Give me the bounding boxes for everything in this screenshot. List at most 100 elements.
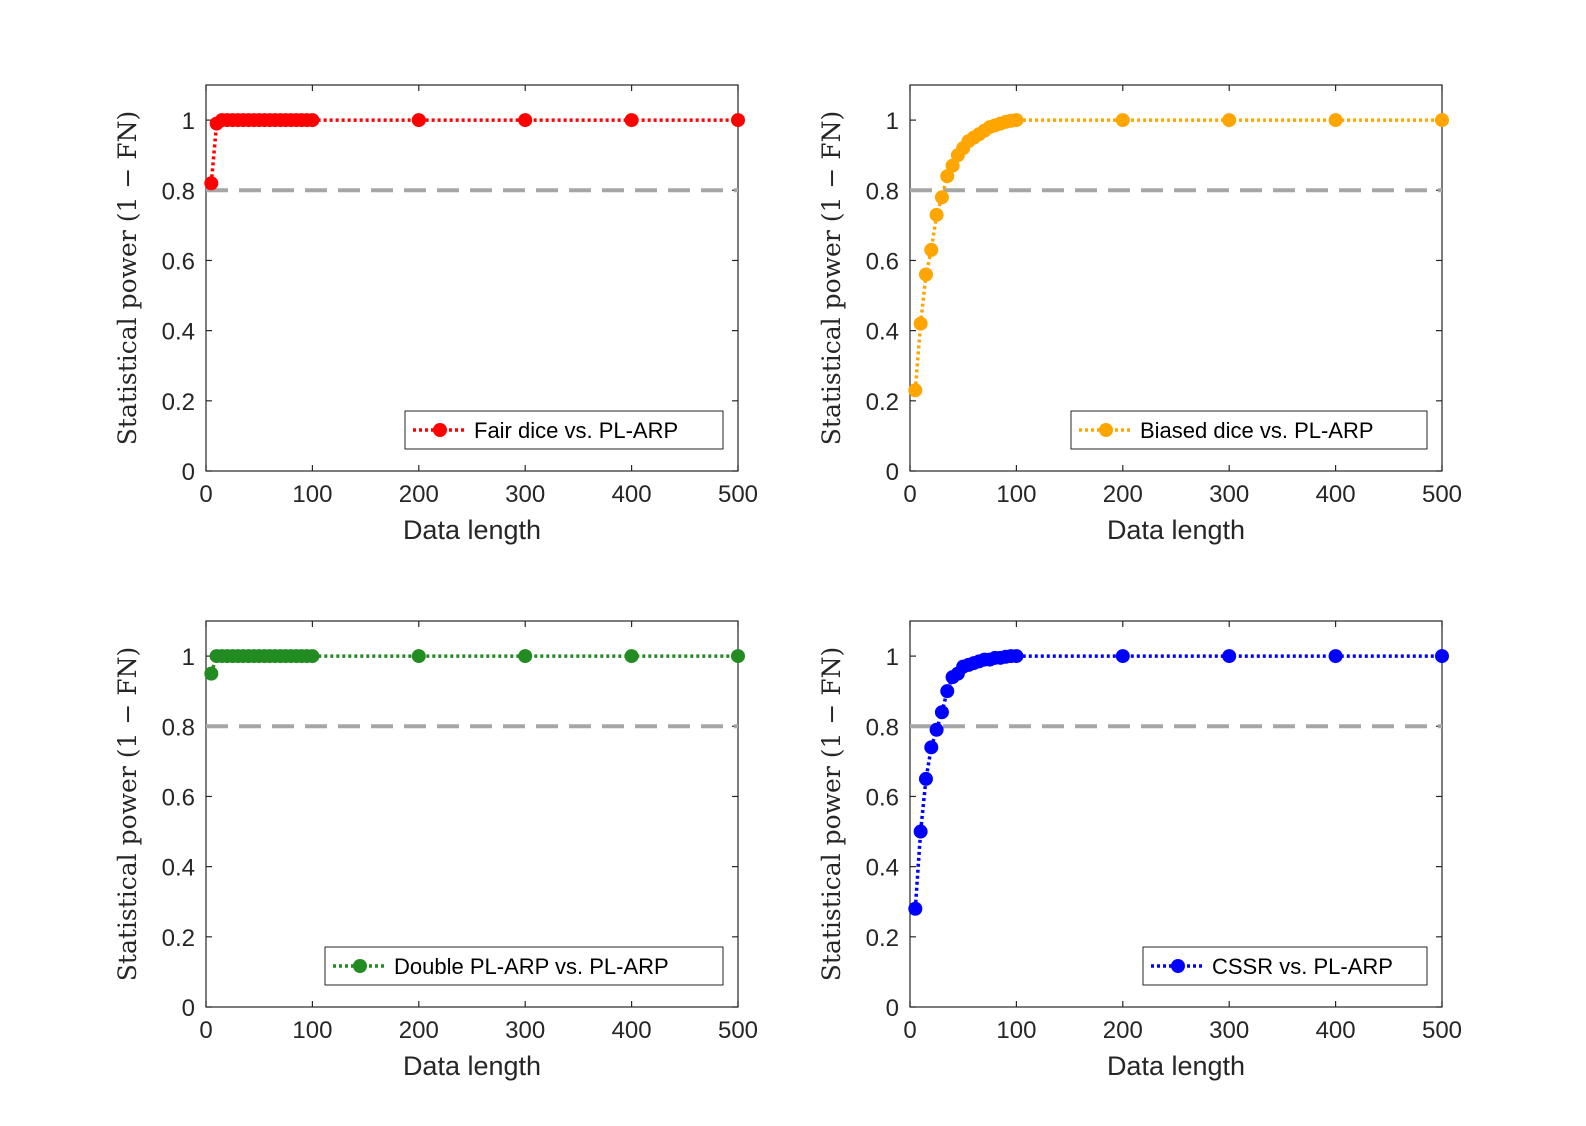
- y-tick-label: 0.4: [866, 855, 899, 882]
- legend-label: Biased dice vs. PL-ARP: [1140, 418, 1374, 443]
- legend-marker: [353, 959, 367, 973]
- axes-box: [205, 84, 739, 472]
- data-point: [1222, 649, 1237, 664]
- x-tick-label: 500: [1422, 481, 1462, 508]
- y-tick-label: 1: [182, 644, 195, 671]
- legend-marker: [433, 423, 447, 437]
- x-tick-label: 400: [1316, 481, 1356, 508]
- data-point: [908, 901, 923, 916]
- y-tick-label: 0.8: [866, 178, 899, 205]
- data-point: [924, 242, 939, 257]
- x-tick-label: 300: [505, 481, 545, 508]
- data-point: [1328, 649, 1343, 664]
- data-point: [929, 207, 944, 222]
- legend-marker: [1099, 423, 1113, 437]
- data-point: [918, 771, 933, 786]
- legend-label: CSSR vs. PL-ARP: [1212, 954, 1393, 979]
- y-tick-label: 0.2: [162, 389, 195, 416]
- y-tick-label: 1: [886, 108, 899, 135]
- y-axis-label: Statistical power (1 − FN): [113, 111, 142, 445]
- y-tick-label: 0: [182, 459, 195, 486]
- legend-label: Double PL-ARP vs. PL-ARP: [394, 954, 669, 979]
- data-point: [518, 649, 533, 664]
- x-tick-label: 200: [1103, 1017, 1143, 1044]
- y-tick-label: 0: [886, 459, 899, 486]
- x-tick-label: 100: [292, 481, 332, 508]
- legend: Double PL-ARP vs. PL-ARP: [324, 946, 724, 986]
- data-point: [1435, 113, 1449, 128]
- x-tick-label: 400: [612, 481, 652, 508]
- data-point: [731, 113, 745, 128]
- data-point: [934, 705, 949, 720]
- axes-box: [909, 620, 1443, 1008]
- y-axis-label: Statistical power (1 − FN): [817, 111, 846, 445]
- data-point: [731, 649, 745, 664]
- data-point: [913, 316, 928, 331]
- data-point: [1328, 113, 1343, 128]
- legend-marker: [1171, 959, 1185, 973]
- y-tick-label: 0.4: [162, 855, 195, 882]
- y-tick-label: 1: [886, 644, 899, 671]
- data-point: [305, 113, 320, 128]
- y-tick-label: 1: [182, 108, 195, 135]
- legend: Biased dice vs. PL-ARP: [1070, 410, 1428, 450]
- x-tick-label: 0: [903, 1017, 916, 1044]
- data-point: [908, 383, 923, 398]
- data-point: [204, 176, 219, 191]
- y-tick-label: 0.2: [162, 925, 195, 952]
- legend: CSSR vs. PL-ARP: [1142, 946, 1428, 986]
- x-axis-label: Data length: [1107, 515, 1245, 545]
- data-point: [924, 740, 939, 755]
- y-axis-label: Statistical power (1 − FN): [817, 647, 846, 981]
- legend-box: [1142, 946, 1428, 986]
- y-tick-label: 0: [886, 995, 899, 1022]
- chart-panel-2: 0 100 200 300 400 500 0 0.2 0.4 0.6 0.8 1 Data lengt…: [817, 84, 1462, 545]
- legend-box: [1070, 410, 1428, 450]
- data-point: [940, 169, 955, 184]
- legend: Fair dice vs. PL-ARP: [404, 410, 724, 450]
- y-tick-label: 0.6: [866, 784, 899, 811]
- x-tick-label: 300: [505, 1017, 545, 1044]
- data-point: [913, 824, 928, 839]
- data-point: [940, 684, 955, 699]
- data-point: [411, 649, 426, 664]
- data-point: [1222, 113, 1237, 128]
- y-tick-label: 0.4: [866, 319, 899, 346]
- x-tick-label: 100: [292, 1017, 332, 1044]
- y-tick-label: 0.8: [162, 714, 195, 741]
- data-point: [518, 113, 533, 128]
- data-point: [945, 158, 960, 173]
- data-point: [1009, 113, 1024, 128]
- x-tick-label: 0: [199, 481, 212, 508]
- data-point: [411, 113, 426, 128]
- x-tick-label: 400: [612, 1017, 652, 1044]
- data-point: [624, 649, 639, 664]
- data-point: [624, 113, 639, 128]
- data-point: [204, 666, 219, 681]
- x-tick-label: 500: [1422, 1017, 1462, 1044]
- y-tick-label: 0.8: [866, 714, 899, 741]
- y-tick-label: 0.8: [162, 178, 195, 205]
- data-point: [929, 722, 944, 737]
- x-tick-label: 300: [1209, 1017, 1249, 1044]
- x-tick-label: 200: [399, 1017, 439, 1044]
- y-tick-label: 0.2: [866, 925, 899, 952]
- x-tick-label: 200: [1103, 481, 1143, 508]
- axes-box: [205, 620, 739, 1008]
- legend-label: Fair dice vs. PL-ARP: [474, 418, 678, 443]
- chart-panel-1: 0 100 200 300 400 500 0 0.2 0.4 0.6 0.8 1 Data lengt…: [113, 84, 758, 545]
- x-tick-label: 500: [718, 1017, 758, 1044]
- chart-panel-4: 0 100 200 300 400 500 0 0.2 0.4 0.6 0.8 1 Data lengt…: [817, 620, 1462, 1081]
- data-point: [1009, 649, 1024, 664]
- x-tick-label: 100: [996, 1017, 1036, 1044]
- y-tick-label: 0.6: [866, 248, 899, 275]
- data-point: [1115, 649, 1130, 664]
- y-tick-label: 0.6: [162, 248, 195, 275]
- chart-panel-3: 0 100 200 300 400 500 0 0.2 0.4 0.6 0.8 1 Data lengt…: [113, 620, 758, 1081]
- x-axis-label: Data length: [403, 515, 541, 545]
- data-point: [918, 267, 933, 282]
- data-point: [934, 190, 949, 205]
